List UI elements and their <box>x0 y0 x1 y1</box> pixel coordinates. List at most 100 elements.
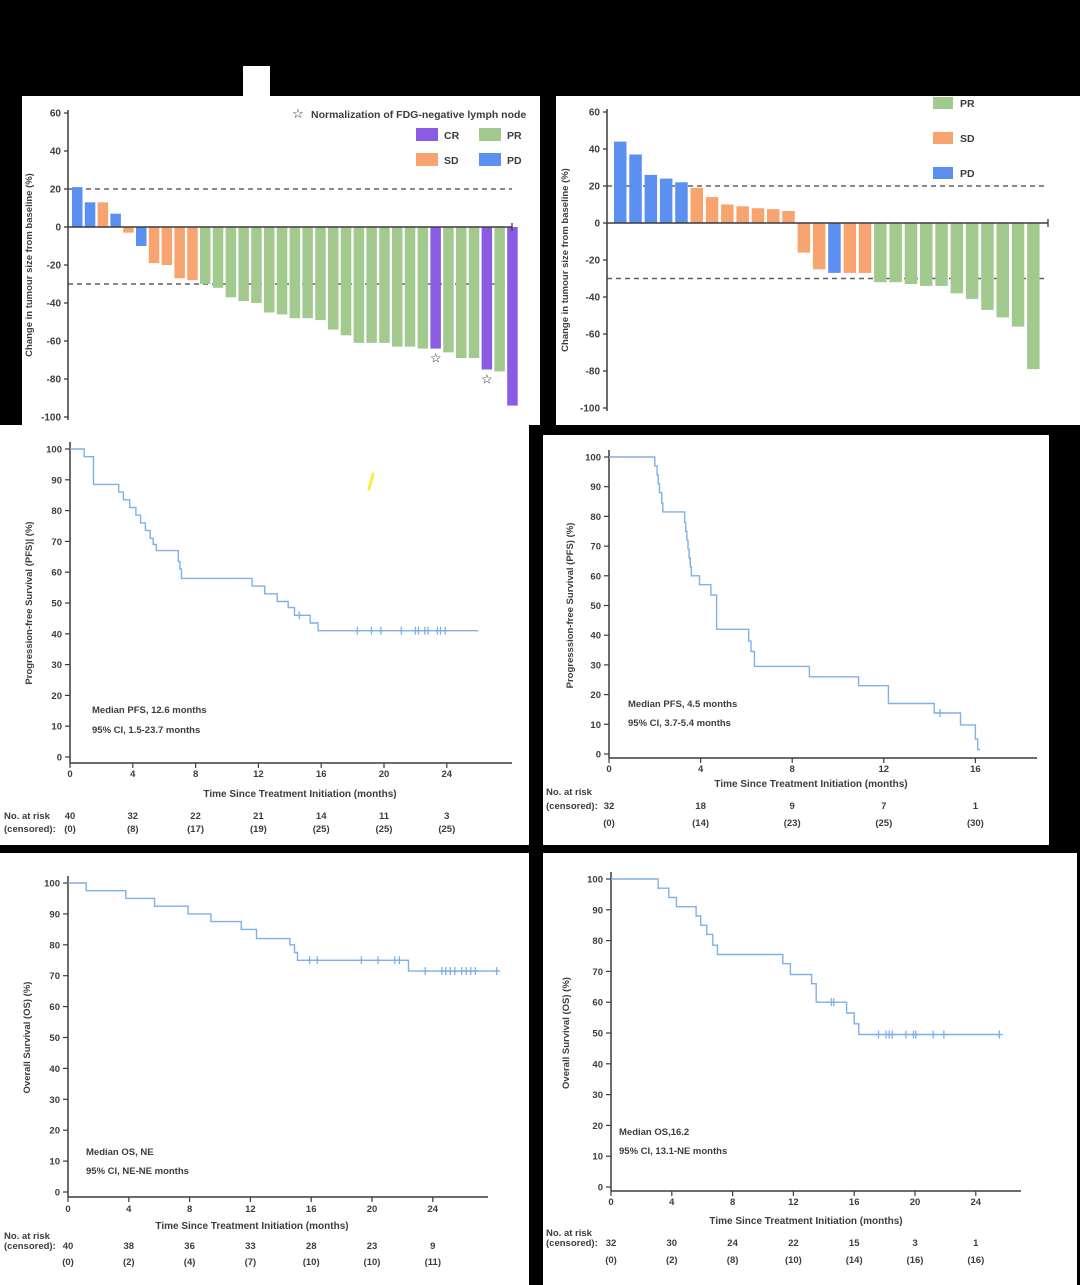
chart-waterfall-right: 60 40 20 0 -20 -40 -60 -80 -100 Change in tumour … <box>560 97 1049 415</box>
annotation-line-1: Median OS, NE <box>86 1147 154 1158</box>
bar-sd <box>767 209 780 223</box>
risk-censored-count: (17) <box>187 824 204 835</box>
note-star-icon: ☆ <box>292 106 304 121</box>
bar-sd <box>843 223 856 273</box>
y-tick-label: 40 <box>592 1059 603 1070</box>
x-tick-label: 8 <box>730 1197 735 1208</box>
y-tick-label: 40 <box>51 629 62 640</box>
risk-censored-count: (23) <box>784 818 801 829</box>
annotation-line-2: 95% CI, 3.7-5.4 months <box>628 718 731 729</box>
risk-count: 14 <box>316 811 327 822</box>
risk-count: 9 <box>790 801 795 812</box>
risk-count: 3 <box>912 1238 917 1249</box>
x-tick-label: 8 <box>193 769 198 780</box>
risk-count: 7 <box>881 801 886 812</box>
y-tick-label: 0 <box>598 1183 603 1194</box>
risk-censored-count: (0) <box>603 818 615 829</box>
panel-waterfall-response-cohort2: 60 40 20 0 -20 -40 -60 -80 -100 Change in tumour … <box>556 96 1080 425</box>
bar-pr <box>276 227 288 315</box>
risk-censored-count: (14) <box>692 818 709 829</box>
y-tick-label: -100 <box>41 413 61 424</box>
km-curve <box>70 448 479 632</box>
y-tick-label: 0 <box>55 1188 60 1199</box>
bar-pr <box>935 223 948 286</box>
risk-count: 30 <box>667 1238 678 1249</box>
annotation-line-2: 95% CI, NE-NE months <box>86 1166 189 1177</box>
y-tick-label: 60 <box>592 998 603 1009</box>
annotation-line-1: Median OS,16.2 <box>619 1127 689 1138</box>
chart-km-os-right: 0 10 20 30 40 50 60 70 80 90 100 0 4 8 12 16 20 24 Median … <box>546 872 1021 1266</box>
y-tick-label: -40 <box>47 299 62 310</box>
bar-pr <box>981 223 994 310</box>
bar-pr <box>494 227 505 372</box>
bar-pd <box>136 227 147 246</box>
panel-waterfall-response-cohort1: ☆ ☆ 60 40 20 0 -20 -40 -60 -80 -100 Change in tumou… <box>22 96 540 425</box>
y-tick-label: 20 <box>50 185 62 196</box>
bar-sd <box>782 211 795 223</box>
risk-count: 1 <box>973 1238 979 1249</box>
y-axis-title: Progresssion-free Survival (PFS) (%) <box>565 523 576 689</box>
x-tick-label: 12 <box>879 764 890 775</box>
risk-count: 32 <box>606 1238 617 1249</box>
legend-swatch-pd <box>933 167 953 179</box>
y-tick-label: -60 <box>47 337 62 348</box>
bar-pr <box>920 223 933 286</box>
panel-km-os-cohort1: 0 10 20 30 40 50 60 70 80 90 100 0 4 8 12 16 20 24 Median … <box>0 853 529 1285</box>
x-tick-label: 4 <box>126 1204 132 1215</box>
risk-censored-count: (19) <box>250 824 267 835</box>
bar-pd <box>629 154 642 223</box>
x-tick-label: 0 <box>65 1204 70 1215</box>
y-tick-label: 40 <box>590 631 601 642</box>
bar-pr <box>238 227 249 302</box>
risk-count: 38 <box>124 1241 135 1252</box>
y-tick-label: 100 <box>585 453 601 464</box>
chart-km-pfs-right: 0 10 20 30 40 50 60 70 80 90 100 0 4 8 12 16 Median PFS,… <box>546 450 1037 829</box>
bar-sd <box>148 227 160 264</box>
bar-pd <box>659 178 673 223</box>
risk-censored-count: (25) <box>313 824 330 835</box>
bar-pr <box>417 227 429 349</box>
bar-pr <box>392 227 403 347</box>
bar-pr <box>315 227 326 321</box>
y-tick-label: 30 <box>590 660 601 671</box>
bar-pr <box>904 223 918 285</box>
y-axis-title: Overall Survival (OS) (%) <box>22 982 33 1094</box>
x-tick-label: 0 <box>608 1197 613 1208</box>
risk-censored-count: (10) <box>364 1257 381 1268</box>
y-tick-label: 50 <box>49 1033 60 1044</box>
risk-censored-count: (10) <box>303 1257 320 1268</box>
y-axis-title: Change in tumour size from baseline (%) <box>24 173 35 357</box>
bar-pd <box>644 174 658 223</box>
risk-censored-count: (2) <box>123 1257 135 1268</box>
bar-pd <box>614 141 627 223</box>
y-tick-label: 10 <box>49 1157 60 1168</box>
km-curve <box>609 456 980 751</box>
bar-sd <box>187 227 198 281</box>
chart-waterfall-left: ☆ ☆ 60 40 20 0 -20 -40 -60 -80 -100 Change in tumou… <box>24 106 526 424</box>
legend-label-pd: PD <box>960 168 975 180</box>
y-tick-label: 20 <box>589 182 601 193</box>
annotation-line-2: 95% CI, 1.5-23.7 months <box>92 725 200 736</box>
bar-pr <box>302 227 313 319</box>
y-tick-label: 80 <box>49 940 60 951</box>
bar-pr <box>366 227 377 343</box>
bar-pr <box>889 223 902 283</box>
bar-pd <box>675 182 688 223</box>
annotation-line-1: Median PFS, 12.6 months <box>92 705 207 716</box>
x-tick-label: 4 <box>669 1197 675 1208</box>
risk-count: 36 <box>184 1241 195 1252</box>
bar-pr <box>200 227 211 284</box>
y-tick-label: 40 <box>50 147 62 158</box>
risk-count: 23 <box>367 1241 378 1252</box>
x-axis-title: Time Since Treatment Initiation (months) <box>155 1221 348 1232</box>
y-tick-label: 80 <box>51 506 62 517</box>
page-background-notch <box>243 66 270 97</box>
risk-count: 32 <box>128 811 139 822</box>
risk-censored-count: (16) <box>967 1255 984 1266</box>
y-tick-label: 0 <box>596 750 601 761</box>
bar-pr <box>996 223 1009 318</box>
risk-count: 33 <box>245 1241 256 1252</box>
risk-count: 32 <box>604 801 615 812</box>
y-tick-label: 90 <box>49 909 60 920</box>
y-tick-label: 70 <box>51 537 62 548</box>
